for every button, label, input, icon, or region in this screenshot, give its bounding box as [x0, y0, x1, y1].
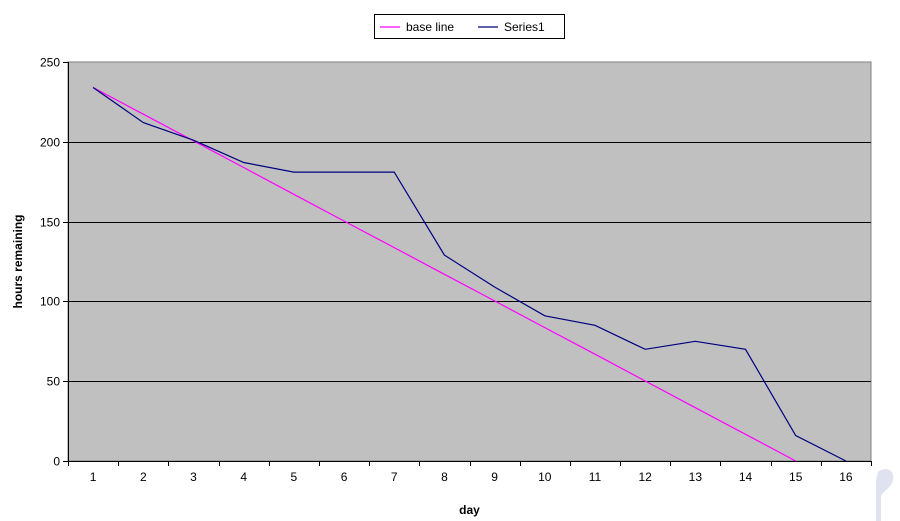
y-tick-label-0: 0 [53, 455, 60, 469]
legend: base line Series1 [374, 14, 565, 39]
x-tick-label-4: 4 [240, 470, 247, 484]
y-tick-label-200: 200 [40, 136, 60, 150]
x-tick-label-11: 11 [589, 470, 602, 484]
y-tick-label-250: 250 [40, 56, 60, 70]
x-tick-label-14: 14 [739, 470, 753, 484]
x-tick-label-12: 12 [638, 470, 652, 484]
x-axis-title: day [459, 503, 480, 517]
series-line-series1 [92, 87, 847, 462]
x-tick-label-2: 2 [140, 470, 147, 484]
x-tick-label-5: 5 [291, 470, 298, 484]
y-tick-label-150: 150 [40, 216, 60, 230]
x-tick-label-1: 1 [90, 470, 97, 484]
y-tick-label-50: 50 [47, 375, 61, 389]
x-tick-label-9: 9 [491, 470, 498, 484]
x-tick-label-3: 3 [190, 470, 197, 484]
axes [63, 62, 872, 466]
x-tick-label-15: 15 [789, 470, 803, 484]
x-tick-label-10: 10 [538, 470, 552, 484]
y-tick-label-100: 100 [40, 295, 60, 309]
series-line-base-line [92, 86, 796, 462]
x-tick-label-8: 8 [441, 470, 448, 484]
x-tick-labels: 1 2 3 4 5 6 7 8 9 10 11 12 13 14 15 16 [90, 470, 853, 484]
x-tick-label-7: 7 [391, 470, 398, 484]
y-tick-labels: 0 50 100 150 200 250 [40, 56, 60, 469]
plot-area [67, 61, 872, 462]
legend-box [374, 14, 565, 39]
x-tick-label-6: 6 [341, 470, 348, 484]
series-lines [92, 86, 847, 462]
x-tick-label-16: 16 [839, 470, 853, 484]
legend-label-base-line: base line [406, 20, 454, 34]
x-tick-label-13: 13 [689, 470, 703, 484]
legend-label-series1: Series1 [504, 20, 545, 34]
scroll-decoration-icon [876, 469, 894, 521]
gridlines [68, 142, 871, 382]
y-axis-title: hours remaining [11, 214, 25, 308]
